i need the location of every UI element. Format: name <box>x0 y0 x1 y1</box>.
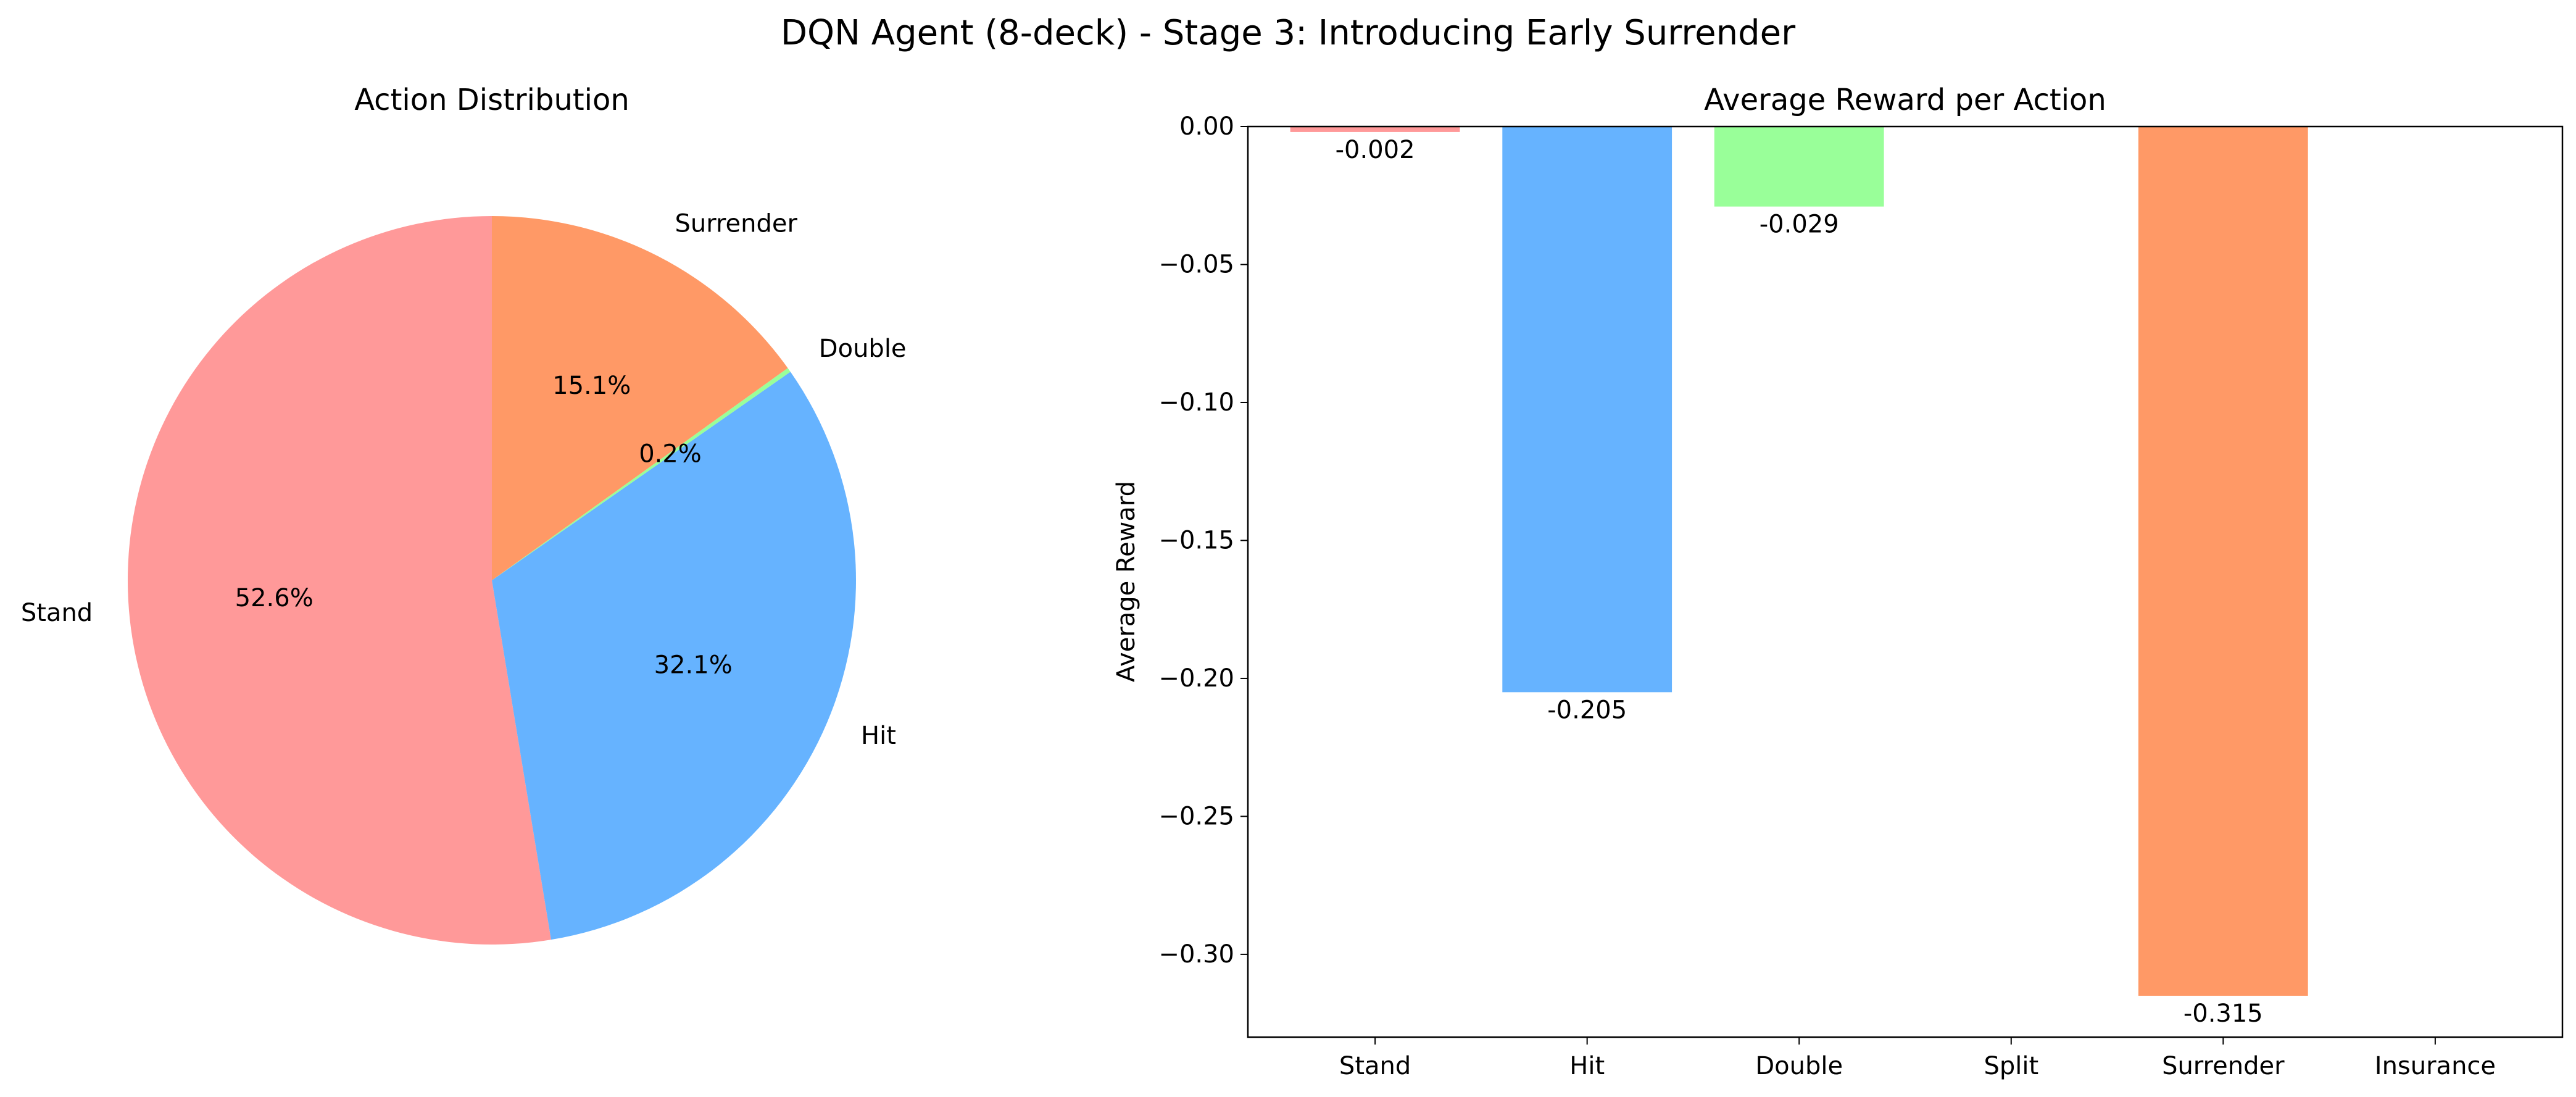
pie-pct-surrender: 15.1% <box>552 372 631 400</box>
figure-title: DQN Agent (8-deck) - Stage 3: Introducin… <box>781 13 1796 53</box>
pie-label-surrender: Surrender <box>675 210 798 238</box>
bar-surrender <box>2138 127 2308 996</box>
y-tick-label: −0.05 <box>1158 251 1234 279</box>
pie-pct-double: 0.2% <box>639 440 702 469</box>
bar-double <box>1714 127 1884 207</box>
bar-hit <box>1502 127 1672 693</box>
pie-label-double: Double <box>819 335 907 363</box>
y-tick-label: −0.30 <box>1158 940 1234 969</box>
x-tick-label-surrender: Surrender <box>2162 1052 2285 1080</box>
x-tick-label-insurance: Insurance <box>2375 1052 2496 1080</box>
pie-title: Action Distribution <box>354 83 629 117</box>
y-tick-label: −0.20 <box>1158 664 1234 693</box>
y-tick-label: −0.25 <box>1158 802 1234 830</box>
bar-value-label-stand: -0.002 <box>1336 136 1415 164</box>
x-tick-label-double: Double <box>1755 1052 1843 1080</box>
pie-slices <box>127 216 856 945</box>
pie-label-stand: Stand <box>21 599 93 627</box>
pie-slice-double <box>492 368 791 580</box>
y-tick-label: 0.00 <box>1179 112 1234 141</box>
bar-value-label-double: -0.029 <box>1760 211 1839 239</box>
pie-label-hit: Hit <box>861 722 896 750</box>
bar-chart: Average Reward per Action Stand Hit Double… <box>1112 83 2564 1080</box>
bar-value-label-hit: -0.205 <box>1547 696 1627 724</box>
pie-slice-hit <box>492 372 856 940</box>
pie-slice-surrender <box>492 216 788 580</box>
pie-chart: Action Distribution Stand 52.6% Hit 32.1% Do… <box>21 83 907 945</box>
bar-value-labels: -0.002 -0.205 -0.029 -0.315 <box>1336 136 2263 1028</box>
bar-value-label-surrender: -0.315 <box>2183 999 2263 1028</box>
bars <box>1290 127 2308 996</box>
pie-pct-stand: 52.6% <box>235 584 314 612</box>
pie-labels: Stand 52.6% Hit 32.1% Double 0.2% Surrender 15.… <box>21 210 907 750</box>
pie-slice-stand <box>127 216 551 945</box>
bar-axes: Stand Hit Double Split Surrender Insurance 0.0… <box>1158 112 2564 1080</box>
y-tick-label: −0.15 <box>1158 527 1234 555</box>
x-tick-label-split: Split <box>1984 1052 2038 1080</box>
x-tick-label-stand: Stand <box>1339 1052 1411 1080</box>
x-tick-label-hit: Hit <box>1569 1052 1605 1080</box>
pie-pct-hit: 32.1% <box>654 651 733 680</box>
y-axis-label: Average Reward <box>1112 481 1141 682</box>
plot-frame <box>1247 125 2564 1038</box>
bar-title: Average Reward per Action <box>1704 83 2106 117</box>
y-tick-label: −0.10 <box>1158 388 1234 417</box>
bar-stand <box>1290 127 1460 132</box>
